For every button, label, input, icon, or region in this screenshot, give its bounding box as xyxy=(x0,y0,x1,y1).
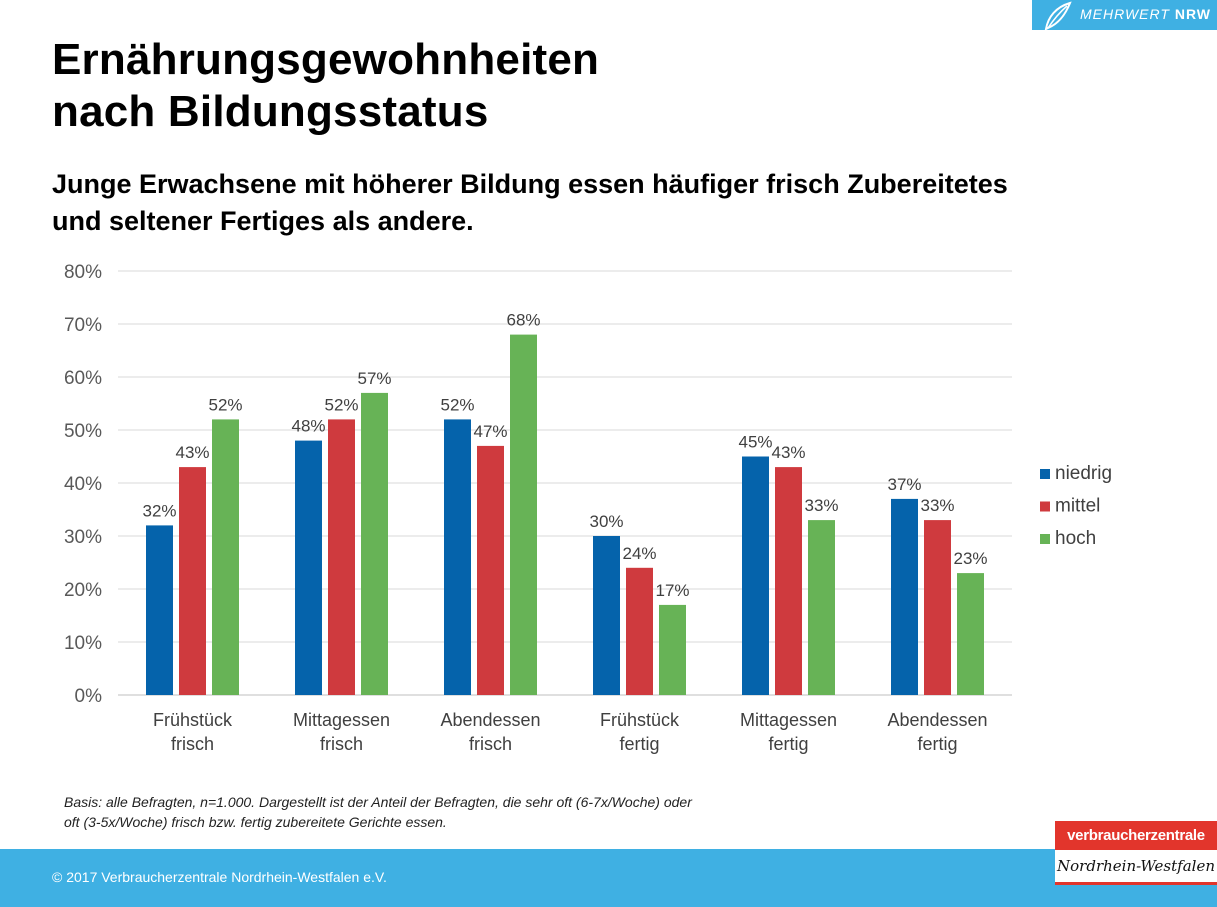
badge-text-italic: MEHRWERT xyxy=(1080,6,1170,22)
data-label: 47% xyxy=(473,422,507,441)
x-tick-label: Mittagessen xyxy=(740,710,837,730)
x-tick-label: frisch xyxy=(469,734,512,754)
logo-text-bottom: Nordrhein-Westfalen xyxy=(1057,857,1215,875)
data-label: 37% xyxy=(887,475,921,494)
badge-label: MEHRWERT NRW xyxy=(1080,6,1211,22)
bar-chart: 0% 10% 20% 30% 40% 50% 60% 70% 80% 32% 43% 52% Frühs… xyxy=(64,262,1112,754)
bar-hoch xyxy=(212,419,239,695)
leaf-icon xyxy=(1044,1,1072,31)
footer-bar: © 2017 Verbraucherzentrale Nordrhein-Wes… xyxy=(0,849,1217,907)
y-tick-label: 80% xyxy=(64,262,102,283)
x-tick-label: frisch xyxy=(320,734,363,754)
y-tick-label: 40% xyxy=(64,474,102,495)
page-subtitle: Junge Erwachsene mit höherer Bildung ess… xyxy=(52,166,1008,240)
data-label: 32% xyxy=(142,501,176,520)
x-tick-label: fertig xyxy=(917,734,957,754)
page-title: Ernährungsgewohnheiten nach Bildungsstat… xyxy=(52,34,599,138)
x-tick-label: Frühstück xyxy=(153,710,233,730)
bar-niedrig xyxy=(891,498,918,695)
data-label: 45% xyxy=(738,433,772,452)
x-tick-label: Mittagessen xyxy=(293,710,390,730)
data-label: 57% xyxy=(357,369,391,388)
logo-text-top: verbraucherzentrale xyxy=(1055,821,1217,850)
y-tick-label: 20% xyxy=(64,580,102,601)
bar-hoch xyxy=(659,604,686,695)
data-label: 48% xyxy=(291,417,325,436)
x-tick-label: fertig xyxy=(619,734,659,754)
subtitle-line-1: Junge Erwachsene mit höherer Bildung ess… xyxy=(52,169,1008,199)
legend-swatch-mittel xyxy=(1040,501,1050,512)
footnote-line-1: Basis: alle Befragten, n=1.000. Dargeste… xyxy=(64,794,692,810)
y-tick-label: 10% xyxy=(64,633,102,654)
footnote-line-2: oft (3-5x/Woche) frisch bzw. fertig zube… xyxy=(64,814,447,830)
data-label: 30% xyxy=(589,512,623,531)
data-label: 68% xyxy=(506,311,540,330)
x-tick-label: frisch xyxy=(171,734,214,754)
subtitle-line-2: und seltener Fertiges als andere. xyxy=(52,206,474,236)
bar-mittel xyxy=(924,520,951,695)
x-tick-label: fertig xyxy=(768,734,808,754)
basis-footnote: Basis: alle Befragten, n=1.000. Dargeste… xyxy=(64,792,844,832)
legend-swatch-niedrig xyxy=(1040,469,1050,479)
bar-mittel xyxy=(477,445,504,695)
bar-mittel xyxy=(775,467,802,695)
legend-label: hoch xyxy=(1055,528,1096,549)
verbraucherzentrale-logo: verbraucherzentrale Nordrhein-Westfalen xyxy=(1055,821,1217,885)
legend-label: niedrig xyxy=(1055,463,1112,484)
bar-hoch xyxy=(361,392,388,695)
data-label: 43% xyxy=(175,443,209,462)
copyright-text: © 2017 Verbraucherzentrale Nordrhein-Wes… xyxy=(52,869,387,885)
x-tick-label: Abendessen xyxy=(887,710,987,730)
bar-niedrig xyxy=(742,456,769,695)
legend-swatch-hoch xyxy=(1040,534,1050,544)
data-label: 33% xyxy=(920,496,954,515)
data-label: 24% xyxy=(622,544,656,563)
y-tick-label: 30% xyxy=(64,527,102,548)
badge-text-bold: NRW xyxy=(1174,6,1212,22)
bar-mittel xyxy=(328,419,355,695)
bar-hoch xyxy=(808,520,835,695)
bar-mittel xyxy=(626,567,653,695)
data-label: 33% xyxy=(804,496,838,515)
bar-niedrig xyxy=(444,419,471,695)
title-line-2: nach Bildungsstatus xyxy=(52,87,489,136)
y-tick-label: 70% xyxy=(64,315,102,336)
data-label: 43% xyxy=(771,443,805,462)
mehrwert-nrw-badge: MEHRWERT NRW xyxy=(1032,0,1217,31)
x-tick-label: Frühstück xyxy=(600,710,680,730)
legend-label: mittel xyxy=(1055,496,1100,517)
data-label: 52% xyxy=(440,395,474,414)
bar-mittel xyxy=(179,467,206,695)
y-tick-label: 60% xyxy=(64,368,102,389)
data-label: 52% xyxy=(208,395,242,414)
bar-hoch xyxy=(510,334,537,695)
y-tick-label: 0% xyxy=(75,686,103,707)
bar-hoch xyxy=(957,573,984,695)
bar-niedrig xyxy=(593,536,620,695)
title-line-1: Ernährungsgewohnheiten xyxy=(52,35,600,84)
x-tick-label: Abendessen xyxy=(440,710,540,730)
data-label: 17% xyxy=(655,581,689,600)
data-label: 52% xyxy=(324,395,358,414)
bar-niedrig xyxy=(146,525,173,695)
bar-niedrig xyxy=(295,440,322,695)
data-label: 23% xyxy=(953,549,987,568)
y-tick-label: 50% xyxy=(64,421,102,442)
